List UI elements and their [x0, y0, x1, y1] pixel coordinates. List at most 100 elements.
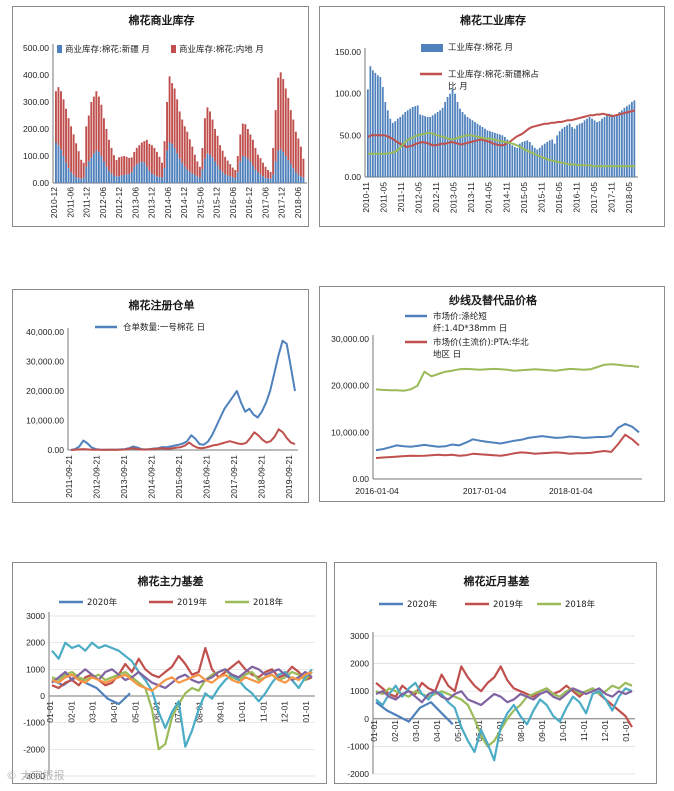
bar-inland — [216, 135, 219, 166]
bar-inland — [299, 146, 302, 177]
y-tick-label: 2000 — [26, 638, 45, 648]
bar-inland — [75, 143, 78, 178]
bar-inland — [236, 156, 239, 173]
x-tick-label: 11-01 — [579, 720, 589, 741]
bar-industrial-stock — [476, 123, 479, 177]
bar-industrial-stock — [518, 143, 521, 177]
x-tick-label: 2017-01-04 — [463, 486, 507, 496]
bar-industrial-stock — [598, 121, 601, 177]
bar-industrial-stock — [538, 147, 541, 177]
bar-inland — [145, 139, 148, 167]
bar-industrial-stock — [426, 117, 429, 177]
bar-industrial-stock — [571, 127, 573, 177]
x-tick-label: 2016-01-04 — [355, 486, 399, 496]
bar-xinjiang — [191, 173, 194, 183]
bar-xinjiang — [85, 166, 88, 183]
bar-industrial-stock — [556, 135, 559, 177]
bar-industrial-stock — [384, 102, 387, 177]
bar-xinjiang — [166, 150, 169, 183]
bar-industrial-stock — [621, 110, 623, 177]
bar-inland — [120, 156, 123, 176]
bar-industrial-stock — [623, 107, 626, 177]
legend-label: 2019年 — [177, 597, 208, 608]
bar-industrial-stock — [389, 118, 392, 177]
x-tick-label: 2013-12 — [147, 187, 157, 218]
bar-xinjiang — [120, 175, 123, 183]
bar-inland — [148, 143, 151, 171]
panel-warehouse-receipts: 棉花注册仓单 40,000.00 30,000.00 20,000.00 10,000.… — [12, 289, 309, 503]
bar-industrial-stock — [394, 121, 397, 177]
series-line — [51, 676, 131, 706]
panel-near-month-basis: 棉花近月基差 3000 2000 1000 0 -1000 -2000 01-01 02-01 0… — [334, 562, 657, 784]
bar-inland — [292, 119, 295, 169]
legend-swatch — [57, 45, 62, 53]
x-tick-label: 08-01 — [516, 720, 526, 742]
bar-inland — [166, 102, 169, 151]
bar-inland — [267, 170, 270, 179]
bar-industrial-stock — [429, 117, 432, 177]
bar-xinjiang — [249, 161, 252, 183]
bar-inland — [254, 147, 257, 170]
bar-inland — [257, 154, 259, 173]
bar-inland — [193, 154, 196, 175]
chart-near-month-basis: 棉花近月基差 3000 2000 1000 0 -1000 -2000 01-01 02-01 0… — [347, 574, 635, 779]
bar-industrial-stock — [536, 149, 539, 177]
y-tick-label: 0.00 — [344, 172, 361, 182]
bar-industrial-stock — [541, 145, 544, 177]
bar-inland — [234, 170, 237, 179]
y-tick-label: -1000 — [23, 718, 45, 728]
bar-inland — [82, 162, 85, 178]
x-tick-label: 2014-09-21 — [147, 455, 157, 499]
bar-xinjiang — [239, 161, 242, 183]
series-line — [375, 701, 454, 726]
legend-label: 商业库存:棉花:内地 月 — [179, 44, 264, 55]
bar-xinjiang — [221, 172, 224, 183]
bar-industrial-stock — [561, 128, 564, 177]
bar-xinjiang — [95, 150, 98, 183]
x-tick-label: 2015-12 — [212, 187, 222, 218]
bar-xinjiang — [198, 177, 201, 183]
bar-industrial-stock — [631, 102, 633, 177]
bar-industrial-stock — [484, 128, 486, 177]
bar-xinjiang — [214, 161, 216, 183]
bar-xinjiang — [234, 178, 237, 183]
x-tick-label: 2013-09-21 — [119, 455, 129, 499]
bar-inland — [77, 151, 80, 179]
bar-xinjiang — [57, 145, 60, 183]
bar-xinjiang — [150, 173, 153, 183]
bar-inland — [181, 119, 184, 163]
x-tick-label: 2011-09-21 — [64, 455, 74, 498]
bar-inland — [262, 162, 264, 177]
bar-industrial-stock — [469, 118, 471, 177]
bar-inland — [133, 151, 136, 167]
chart-title: 棉花近月基差 — [464, 574, 530, 588]
bar-xinjiang — [279, 149, 282, 183]
bar-xinjiang — [236, 172, 239, 183]
bar-industrial-stock — [503, 137, 506, 177]
x-tick-label: 10-01 — [558, 720, 568, 742]
y-tick-label: -3000 — [23, 771, 45, 781]
bar-industrial-stock — [608, 113, 611, 177]
series-line — [375, 681, 633, 748]
bar-xinjiang — [110, 173, 113, 183]
bar-inland — [203, 118, 206, 159]
y-tick-label: 30,000.00 — [26, 357, 64, 367]
legend-label: 工业库存:棉花:新疆棉占 — [448, 69, 539, 80]
bar-inland — [239, 134, 242, 162]
bar-xinjiang — [219, 169, 222, 183]
y-tick-label: 300.00 — [23, 97, 49, 107]
bar-xinjiang — [267, 178, 270, 183]
series-line — [375, 687, 633, 707]
bar-inland — [150, 145, 153, 174]
bar-industrial-stock — [521, 142, 524, 177]
bar-inland — [92, 96, 95, 154]
bar-inland — [279, 72, 282, 150]
bar-inland — [264, 166, 267, 178]
legend-label: 仓单数量:一号棉花 日 — [123, 322, 205, 333]
y-tick-label: 500.00 — [23, 43, 49, 53]
bar-industrial-stock — [626, 106, 628, 177]
x-tick-label: 2017-09-21 — [229, 455, 239, 499]
bar-inland — [186, 131, 189, 170]
bar-inland — [115, 160, 118, 177]
x-tick-label: 10-01 — [237, 701, 247, 723]
